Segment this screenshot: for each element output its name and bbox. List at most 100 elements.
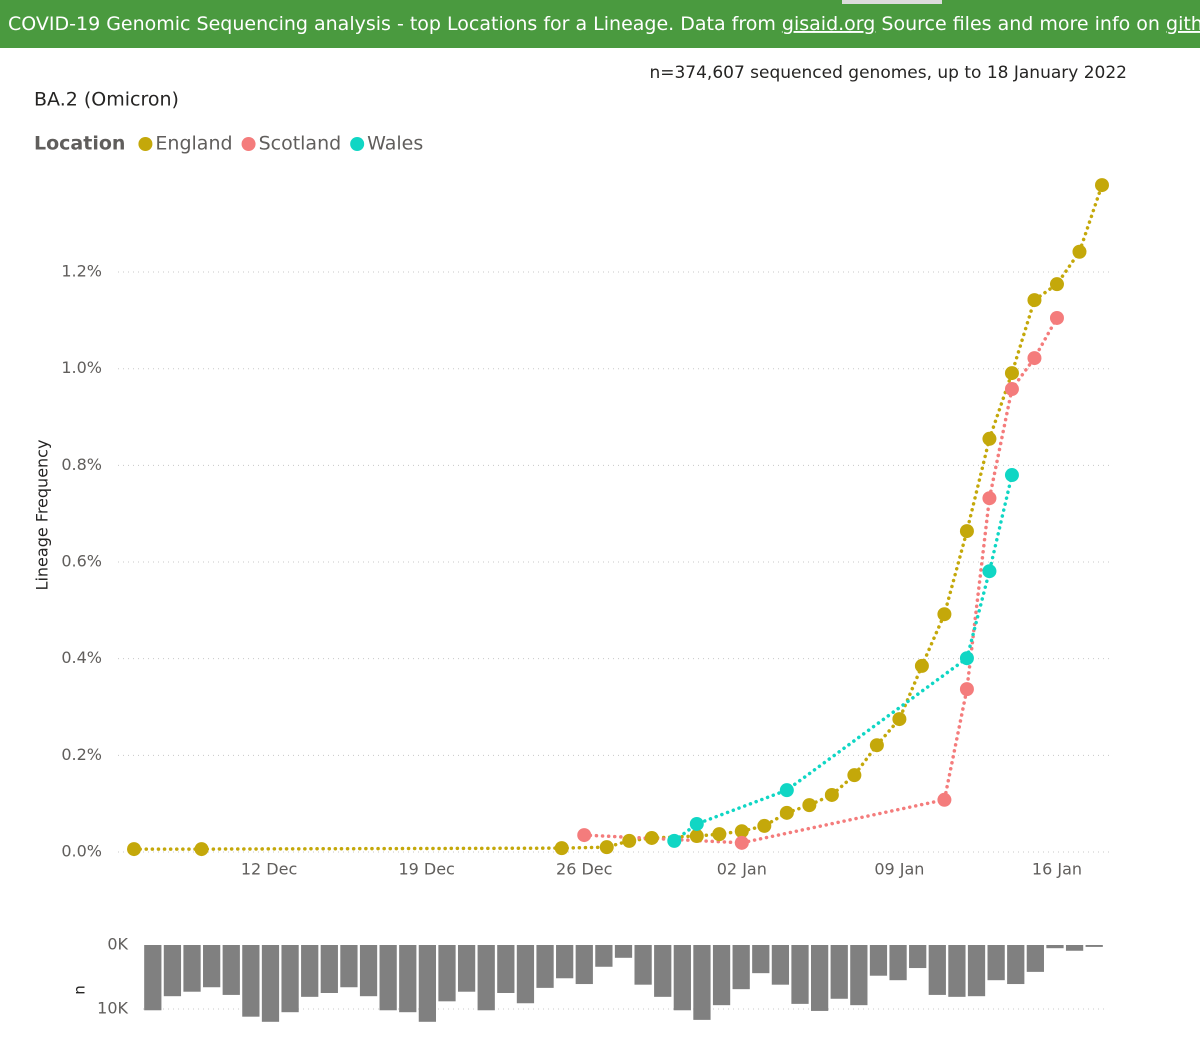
bar bbox=[477, 945, 495, 1011]
data-point bbox=[959, 524, 974, 539]
bar bbox=[575, 945, 593, 985]
legend-label: Wales bbox=[367, 133, 423, 155]
bar bbox=[948, 945, 966, 997]
bar bbox=[614, 945, 633, 958]
legend-title: Location bbox=[34, 133, 125, 155]
bar bbox=[771, 945, 790, 985]
bar bbox=[281, 945, 299, 1013]
series-line bbox=[132, 183, 1104, 851]
data-point bbox=[779, 783, 794, 798]
y-tick-label: 0.8% bbox=[61, 455, 102, 474]
data-point bbox=[667, 833, 682, 848]
y-tick-label: 1.0% bbox=[61, 358, 102, 377]
bar bbox=[320, 945, 338, 993]
bar bbox=[595, 945, 613, 967]
bar bbox=[928, 945, 946, 995]
bar bbox=[791, 945, 809, 1004]
data-point bbox=[914, 658, 929, 673]
bar bbox=[654, 945, 672, 997]
y-axis-label: Lineage Frequency bbox=[33, 440, 52, 591]
bar bbox=[301, 945, 319, 997]
y-tick-label: 10K bbox=[97, 999, 128, 1018]
data-point bbox=[847, 768, 862, 783]
bar bbox=[810, 945, 829, 1011]
bar bbox=[1007, 945, 1025, 985]
bar bbox=[634, 945, 652, 985]
data-point bbox=[644, 830, 659, 845]
bar bbox=[183, 945, 201, 992]
link[interactable]: github bbox=[1166, 13, 1200, 35]
data-point bbox=[802, 798, 817, 813]
data-point bbox=[1004, 468, 1019, 483]
bar bbox=[379, 945, 397, 1011]
x-tick-label: 16 Jan bbox=[1032, 860, 1082, 879]
bar bbox=[261, 945, 280, 1022]
bar bbox=[1085, 945, 1103, 947]
bar bbox=[242, 945, 260, 1017]
data-point bbox=[194, 842, 209, 857]
data-point bbox=[779, 805, 794, 820]
data-point bbox=[599, 840, 614, 855]
data-point bbox=[982, 431, 997, 446]
bar bbox=[869, 945, 888, 976]
bar bbox=[203, 945, 221, 988]
bar bbox=[752, 945, 770, 974]
bar bbox=[1065, 945, 1084, 951]
link[interactable]: gisaid.org bbox=[782, 13, 875, 35]
bar bbox=[830, 945, 848, 999]
bar bbox=[144, 945, 162, 1011]
data-point bbox=[1004, 366, 1019, 381]
data-point bbox=[622, 833, 637, 848]
bar bbox=[556, 945, 574, 979]
data-point bbox=[892, 712, 907, 727]
data-point bbox=[959, 651, 974, 666]
data-point bbox=[937, 792, 952, 807]
bar bbox=[536, 945, 554, 988]
y-tick-label: 0.4% bbox=[61, 648, 102, 667]
bar bbox=[712, 945, 731, 1006]
data-point bbox=[1049, 310, 1064, 325]
header-bar bbox=[0, 0, 1200, 48]
y-tick-label: 0.2% bbox=[61, 745, 102, 764]
data-point bbox=[757, 818, 772, 833]
data-point bbox=[1094, 178, 1109, 193]
x-tick-label: 19 Dec bbox=[398, 860, 454, 879]
data-point bbox=[127, 842, 142, 857]
bar bbox=[418, 945, 437, 1022]
data-point bbox=[734, 824, 749, 839]
data-point bbox=[959, 682, 974, 697]
y-tick-label: 0.0% bbox=[61, 842, 102, 861]
data-point bbox=[689, 816, 704, 831]
bar bbox=[673, 945, 691, 1011]
tab-strip bbox=[842, 0, 942, 4]
legend-label: England bbox=[155, 133, 232, 155]
data-point bbox=[712, 827, 727, 842]
bar bbox=[693, 945, 711, 1020]
bar bbox=[987, 945, 1005, 981]
series-line bbox=[582, 316, 1059, 845]
chart-title: BA.2 (Omicron) bbox=[34, 89, 179, 111]
bar bbox=[1026, 945, 1044, 972]
data-point bbox=[1027, 351, 1042, 366]
legend-marker bbox=[138, 137, 153, 151]
subtitle: n=374,607 sequenced genomes, up to 18 Ja… bbox=[649, 63, 1127, 83]
bar bbox=[967, 945, 986, 997]
data-point bbox=[982, 491, 997, 506]
data-point bbox=[689, 829, 704, 844]
bar bbox=[359, 945, 378, 997]
bar bbox=[909, 945, 927, 969]
y-tick-label: 1.2% bbox=[61, 262, 102, 281]
data-point bbox=[937, 607, 952, 622]
legend-marker bbox=[350, 137, 365, 151]
legend-label: Scotland bbox=[259, 133, 342, 155]
header-text: COVID-19 Genomic Sequencing analysis - t… bbox=[8, 13, 1200, 35]
data-point bbox=[824, 787, 839, 802]
x-tick-label: 02 Jan bbox=[717, 860, 767, 879]
header-text: Source files and more info on bbox=[881, 13, 1160, 35]
data-point bbox=[982, 564, 997, 579]
y-tick-label: 0.6% bbox=[61, 552, 102, 571]
bar bbox=[163, 945, 182, 997]
bar bbox=[457, 945, 476, 992]
bar bbox=[438, 945, 456, 1002]
